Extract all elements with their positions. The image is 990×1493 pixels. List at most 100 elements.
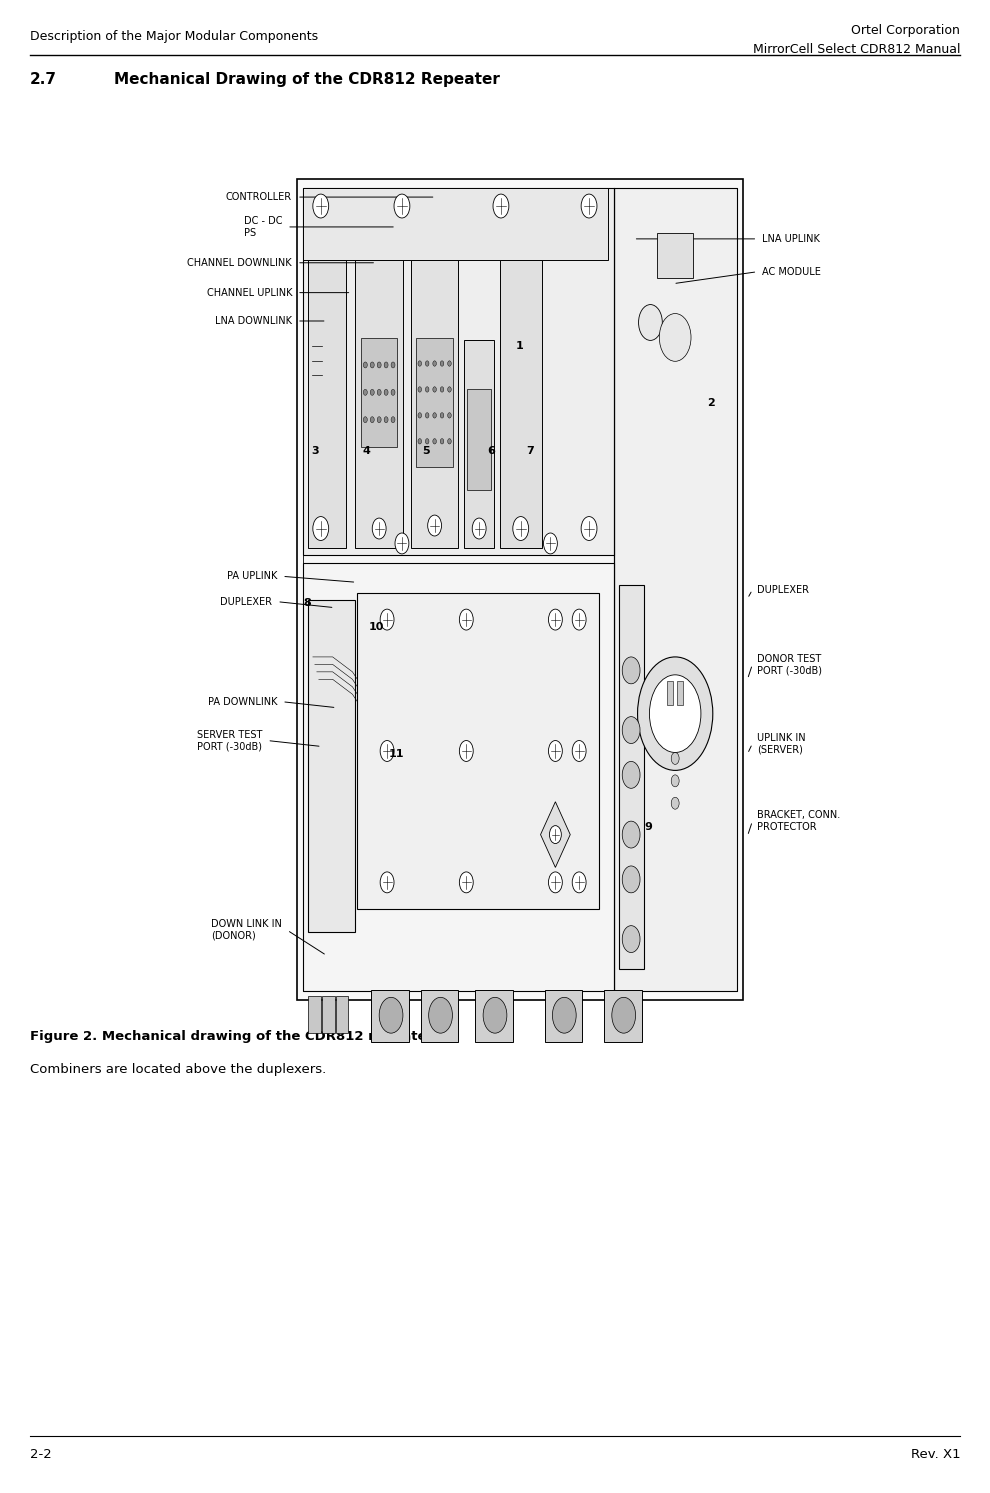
- Bar: [355, 260, 403, 548]
- Circle shape: [623, 761, 640, 788]
- Text: Rev. X1: Rev. X1: [911, 1448, 960, 1462]
- Text: DUPLEXER: DUPLEXER: [757, 585, 810, 594]
- Bar: [421, 990, 458, 1042]
- Circle shape: [313, 194, 329, 218]
- Circle shape: [313, 517, 329, 540]
- Circle shape: [428, 515, 442, 536]
- Text: 2.7: 2.7: [30, 72, 56, 87]
- Text: CHANNEL DOWNLINK: CHANNEL DOWNLINK: [187, 258, 292, 267]
- Bar: [371, 990, 409, 1042]
- Bar: [303, 188, 608, 260]
- Circle shape: [370, 361, 374, 367]
- Circle shape: [459, 741, 473, 761]
- Text: 6: 6: [487, 446, 495, 455]
- Circle shape: [572, 872, 586, 893]
- Text: 9: 9: [644, 823, 652, 832]
- Circle shape: [671, 775, 679, 787]
- Text: Mechanical Drawing of the CDR812 Repeater: Mechanical Drawing of the CDR812 Repeate…: [114, 72, 500, 87]
- Circle shape: [623, 821, 640, 848]
- Text: MirrorCell Select CDR812 Manual: MirrorCell Select CDR812 Manual: [752, 43, 960, 57]
- Text: DUPLEXER: DUPLEXER: [220, 597, 272, 606]
- Circle shape: [377, 390, 381, 396]
- Text: UPLINK IN
(SERVER): UPLINK IN (SERVER): [757, 733, 806, 754]
- Bar: [357, 593, 599, 909]
- Circle shape: [441, 361, 444, 366]
- Text: LNA DOWNLINK: LNA DOWNLINK: [215, 317, 292, 325]
- Text: Combiners are located above the duplexers.: Combiners are located above the duplexer…: [30, 1063, 326, 1076]
- Bar: [657, 233, 693, 278]
- Circle shape: [380, 872, 394, 893]
- Circle shape: [433, 439, 437, 443]
- Bar: [336, 996, 348, 1033]
- Bar: [475, 990, 513, 1042]
- Bar: [303, 188, 614, 555]
- Text: SERVER TEST
PORT (-30dB): SERVER TEST PORT (-30dB): [197, 730, 262, 751]
- Text: Ortel Corporation: Ortel Corporation: [851, 24, 960, 37]
- Circle shape: [377, 417, 381, 423]
- Circle shape: [623, 657, 640, 684]
- Circle shape: [426, 387, 429, 393]
- Circle shape: [370, 417, 374, 423]
- Text: BRACKET, CONN.
PROTECTOR: BRACKET, CONN. PROTECTOR: [757, 811, 841, 832]
- Circle shape: [659, 314, 691, 361]
- Circle shape: [552, 997, 576, 1033]
- Text: 5: 5: [422, 446, 430, 455]
- Circle shape: [572, 609, 586, 630]
- Circle shape: [391, 390, 395, 396]
- Circle shape: [447, 387, 451, 393]
- Text: 8: 8: [303, 599, 311, 608]
- Circle shape: [581, 194, 597, 218]
- Bar: [677, 681, 683, 705]
- Text: DC - DC
PS: DC - DC PS: [244, 216, 282, 237]
- Circle shape: [544, 533, 557, 554]
- Circle shape: [433, 387, 437, 393]
- Text: PA UPLINK: PA UPLINK: [227, 572, 277, 581]
- Circle shape: [548, 741, 562, 761]
- Text: Figure 2. Mechanical drawing of the CDR812 repeater.: Figure 2. Mechanical drawing of the CDR8…: [30, 1030, 436, 1044]
- Circle shape: [391, 417, 395, 423]
- Text: 11: 11: [388, 749, 404, 758]
- Bar: [416, 337, 453, 467]
- Bar: [467, 390, 491, 490]
- Circle shape: [572, 741, 586, 761]
- Text: 10: 10: [368, 623, 384, 632]
- Text: AC MODULE: AC MODULE: [762, 267, 821, 276]
- Circle shape: [429, 997, 452, 1033]
- Circle shape: [581, 517, 597, 540]
- Text: 2: 2: [707, 399, 715, 408]
- Bar: [308, 260, 346, 548]
- Circle shape: [639, 305, 662, 340]
- Text: CHANNEL UPLINK: CHANNEL UPLINK: [207, 288, 292, 297]
- Circle shape: [513, 517, 529, 540]
- Circle shape: [380, 741, 394, 761]
- Bar: [308, 996, 321, 1033]
- Circle shape: [384, 417, 388, 423]
- Circle shape: [426, 412, 429, 418]
- Bar: [361, 337, 397, 446]
- Circle shape: [384, 390, 388, 396]
- Bar: [297, 179, 742, 1000]
- Circle shape: [433, 361, 437, 366]
- Circle shape: [638, 657, 713, 770]
- Circle shape: [433, 412, 437, 418]
- Text: CONTROLLER: CONTROLLER: [226, 193, 292, 202]
- Text: Description of the Major Modular Components: Description of the Major Modular Compone…: [30, 30, 318, 43]
- Circle shape: [548, 872, 562, 893]
- Bar: [500, 260, 542, 548]
- Circle shape: [426, 361, 429, 366]
- Text: LNA UPLINK: LNA UPLINK: [762, 234, 820, 243]
- Text: DOWN LINK IN
(DONOR): DOWN LINK IN (DONOR): [211, 920, 282, 941]
- Circle shape: [418, 387, 422, 393]
- Text: 4: 4: [362, 446, 370, 455]
- Circle shape: [671, 797, 679, 809]
- Circle shape: [472, 518, 486, 539]
- Circle shape: [394, 194, 410, 218]
- Bar: [544, 990, 582, 1042]
- Bar: [411, 260, 458, 548]
- Polygon shape: [541, 802, 570, 867]
- Circle shape: [370, 390, 374, 396]
- Bar: [667, 681, 673, 705]
- Bar: [322, 996, 335, 1033]
- Text: PA DOWNLINK: PA DOWNLINK: [208, 697, 277, 706]
- Circle shape: [377, 361, 381, 367]
